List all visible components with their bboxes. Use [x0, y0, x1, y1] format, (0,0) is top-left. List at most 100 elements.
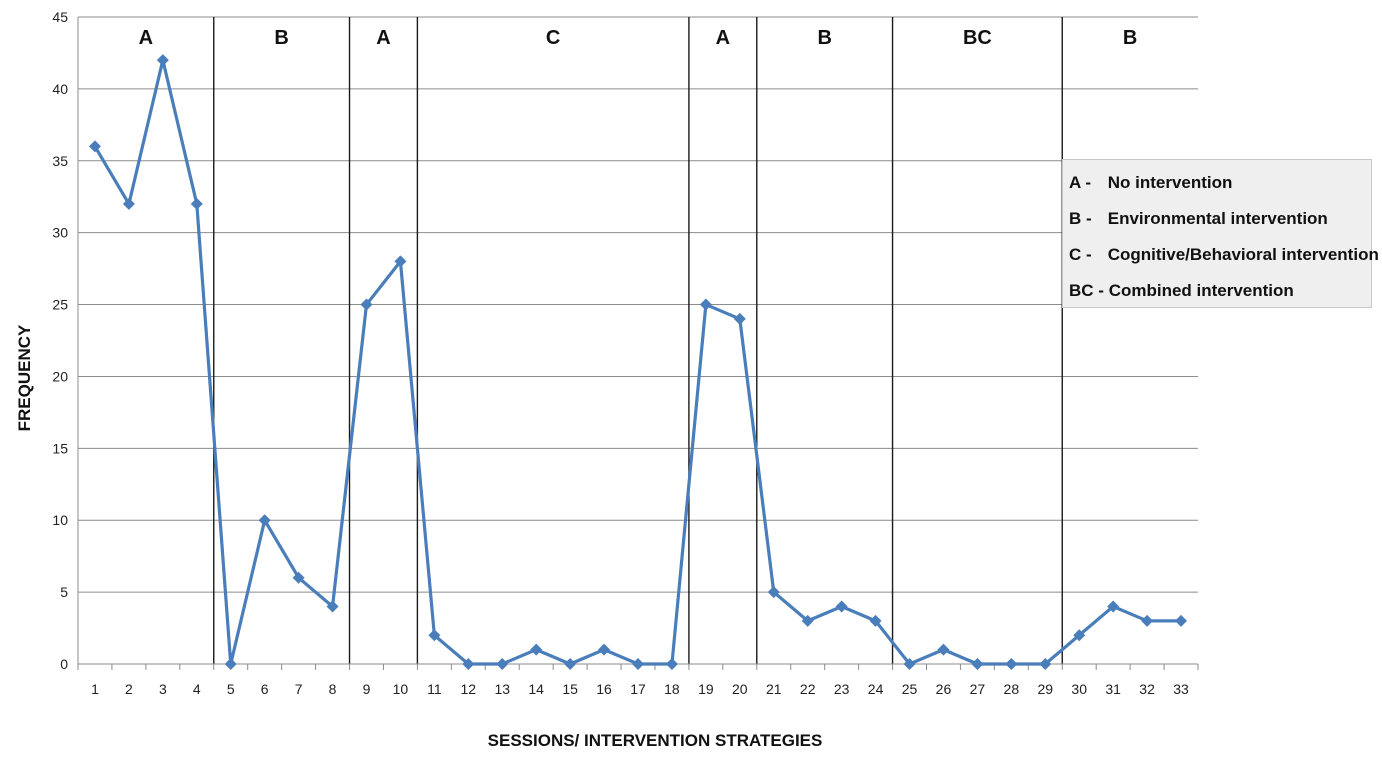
phase-label: BC: [963, 27, 992, 49]
legend-text: Combined intervention: [1108, 281, 1294, 300]
y-tick-label: 5: [60, 584, 68, 600]
legend-text: No intervention: [1107, 173, 1233, 192]
x-tick-label: 28: [1004, 681, 1020, 697]
data-point: [1175, 614, 1188, 627]
x-tick-label: 18: [664, 681, 680, 697]
legend-key: B -: [1069, 209, 1092, 228]
data-point: [156, 54, 169, 67]
x-tick-label: 1: [91, 681, 99, 697]
legend-text: Cognitive/Behavioral intervention: [1107, 245, 1379, 264]
data-point: [326, 600, 339, 613]
data-point: [292, 571, 305, 584]
x-tick-label: 10: [393, 681, 409, 697]
y-tick-label: 25: [52, 297, 68, 313]
legend-text: Environmental intervention: [1107, 209, 1328, 228]
axes: [77, 17, 1199, 670]
x-tick-label: 9: [363, 681, 371, 697]
x-tick-label: 5: [227, 681, 235, 697]
data-point: [971, 658, 984, 670]
data-point: [801, 614, 814, 627]
x-tick-label: 30: [1071, 681, 1087, 697]
x-tick-label: 29: [1037, 681, 1053, 697]
x-axis-title: SESSIONS/ INTERVENTION STRATEGIES: [488, 731, 823, 750]
data-point: [665, 658, 678, 670]
x-tick-label: 4: [193, 681, 201, 697]
data-point: [530, 643, 543, 656]
x-tick-label: 33: [1173, 681, 1189, 697]
y-tick-label: 30: [52, 225, 68, 241]
data-point: [1141, 614, 1154, 627]
legend-item: BC - Combined intervention: [1069, 276, 1371, 312]
phase-label: B: [817, 27, 831, 49]
data-point: [258, 514, 271, 527]
series-line: [93, 58, 1182, 666]
x-tick-label: 8: [329, 681, 337, 697]
data-point: [767, 586, 780, 599]
y-axis-title: FREQUENCY: [15, 324, 34, 431]
legend-key: BC -: [1069, 281, 1104, 300]
data-point: [190, 197, 203, 210]
y-tick-label: 20: [52, 368, 68, 384]
x-tick-label: 13: [494, 681, 510, 697]
x-tick-label: 14: [528, 681, 544, 697]
data-point: [564, 658, 577, 670]
x-tick-label: 27: [970, 681, 986, 697]
x-tick-label: 17: [630, 681, 646, 697]
phase-label: A: [376, 27, 390, 49]
x-tick-label: 22: [800, 681, 816, 697]
data-point: [360, 298, 373, 311]
data-point: [937, 643, 950, 656]
legend-item: C - Cognitive/Behavioral intervention: [1069, 240, 1379, 276]
gridlines: [78, 16, 1198, 593]
data-point: [1005, 658, 1018, 670]
x-tick-label: 3: [159, 681, 167, 697]
x-tick-label: 11: [427, 681, 442, 697]
y-tick-label: 10: [52, 512, 68, 528]
data-point: [1039, 658, 1052, 670]
legend-item: B - Environmental intervention: [1069, 204, 1371, 240]
x-tick-label: 23: [834, 681, 850, 697]
phase-label: C: [546, 27, 560, 49]
data-point: [394, 255, 407, 268]
phase-divider-lines: [213, 17, 1063, 664]
data-point: [462, 658, 475, 670]
x-tick-label: 19: [698, 681, 714, 697]
data-point: [88, 140, 101, 153]
y-tick-label: 40: [52, 81, 68, 97]
x-tick-label: 6: [261, 681, 269, 697]
x-tick-label: 15: [562, 681, 578, 697]
data-point: [835, 600, 848, 613]
data-point: [224, 658, 237, 670]
y-tick-label: 35: [52, 153, 68, 169]
x-tick-label: 31: [1105, 681, 1121, 697]
data-point: [699, 298, 712, 311]
legend-item: A - No intervention: [1069, 168, 1371, 204]
data-point: [903, 658, 916, 670]
x-tick-labels: 1 2 3 4 5 6 7 8 9 10 11 12 13 14 15 16 17 18 19 20 21 22 23 24 2…: [91, 681, 1189, 697]
y-tick-label: 15: [52, 440, 68, 456]
data-point: [632, 658, 644, 670]
x-tick-label: 7: [295, 681, 303, 697]
phase-label: A: [139, 27, 153, 49]
x-tick-label: 2: [125, 681, 133, 697]
x-tick-label: 26: [936, 681, 952, 697]
y-tick-label: 0: [60, 656, 68, 672]
x-tick-label: 21: [766, 681, 782, 697]
x-tick-label: 12: [461, 681, 477, 697]
y-tick-label: 45: [52, 9, 68, 25]
y-tick-labels: 0 5 10 15 20 25 30 35 40 45: [52, 9, 68, 672]
legend: A - No intervention B - Environmental in…: [1062, 159, 1379, 308]
phase-label: B: [274, 27, 288, 49]
x-tick-label: 24: [868, 681, 884, 697]
legend-key: C -: [1069, 245, 1092, 264]
data-point: [428, 629, 441, 642]
legend-key: A -: [1069, 173, 1092, 192]
x-tick-label: 32: [1139, 681, 1155, 697]
series: [88, 54, 1188, 670]
data-point: [733, 312, 746, 325]
data-point: [496, 658, 509, 670]
data-point: [598, 643, 611, 656]
phase-label: B: [1123, 27, 1137, 49]
x-tick-label: 16: [596, 681, 612, 697]
